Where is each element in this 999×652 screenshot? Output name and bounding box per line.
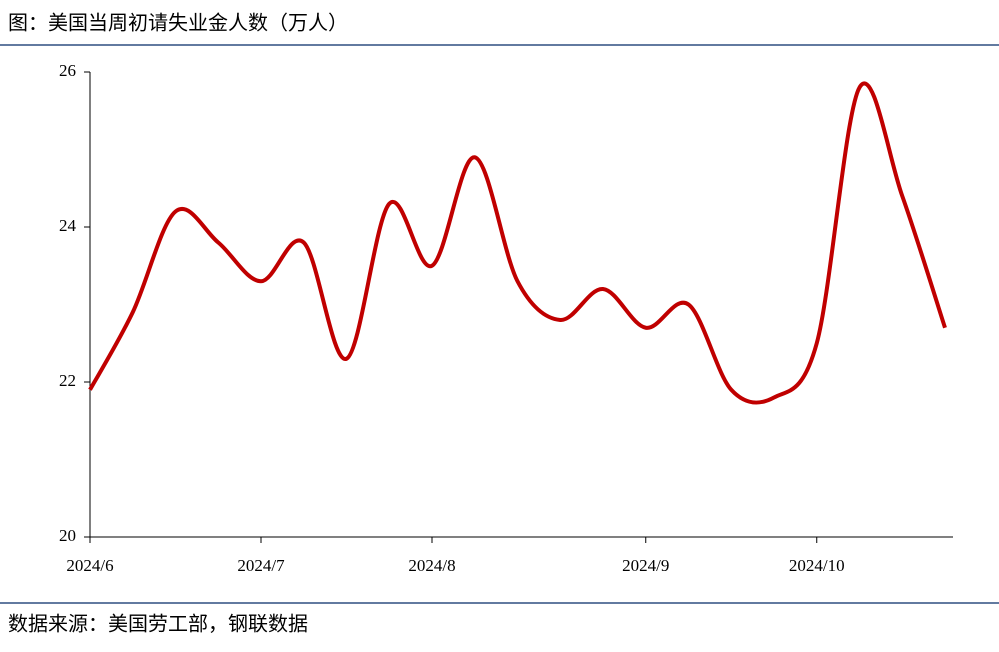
chart-title: 图：美国当周初请失业金人数（万人）	[8, 11, 348, 35]
source-note: 数据来源：美国劳工部，钢联数据	[8, 612, 308, 636]
y-tick-label: 22	[59, 371, 76, 390]
x-tick-label: 2024/8	[408, 556, 455, 575]
x-tick-label: 2024/9	[622, 556, 669, 575]
data-line	[88, 81, 947, 405]
x-tick-label: 2024/6	[66, 556, 113, 575]
y-tick-label: 26	[59, 61, 76, 80]
y-tick-label: 24	[59, 216, 77, 235]
y-tick-label: 20	[59, 526, 76, 545]
x-tick-label: 2024/10	[789, 556, 845, 575]
x-tick-label: 2024/7	[237, 556, 285, 575]
